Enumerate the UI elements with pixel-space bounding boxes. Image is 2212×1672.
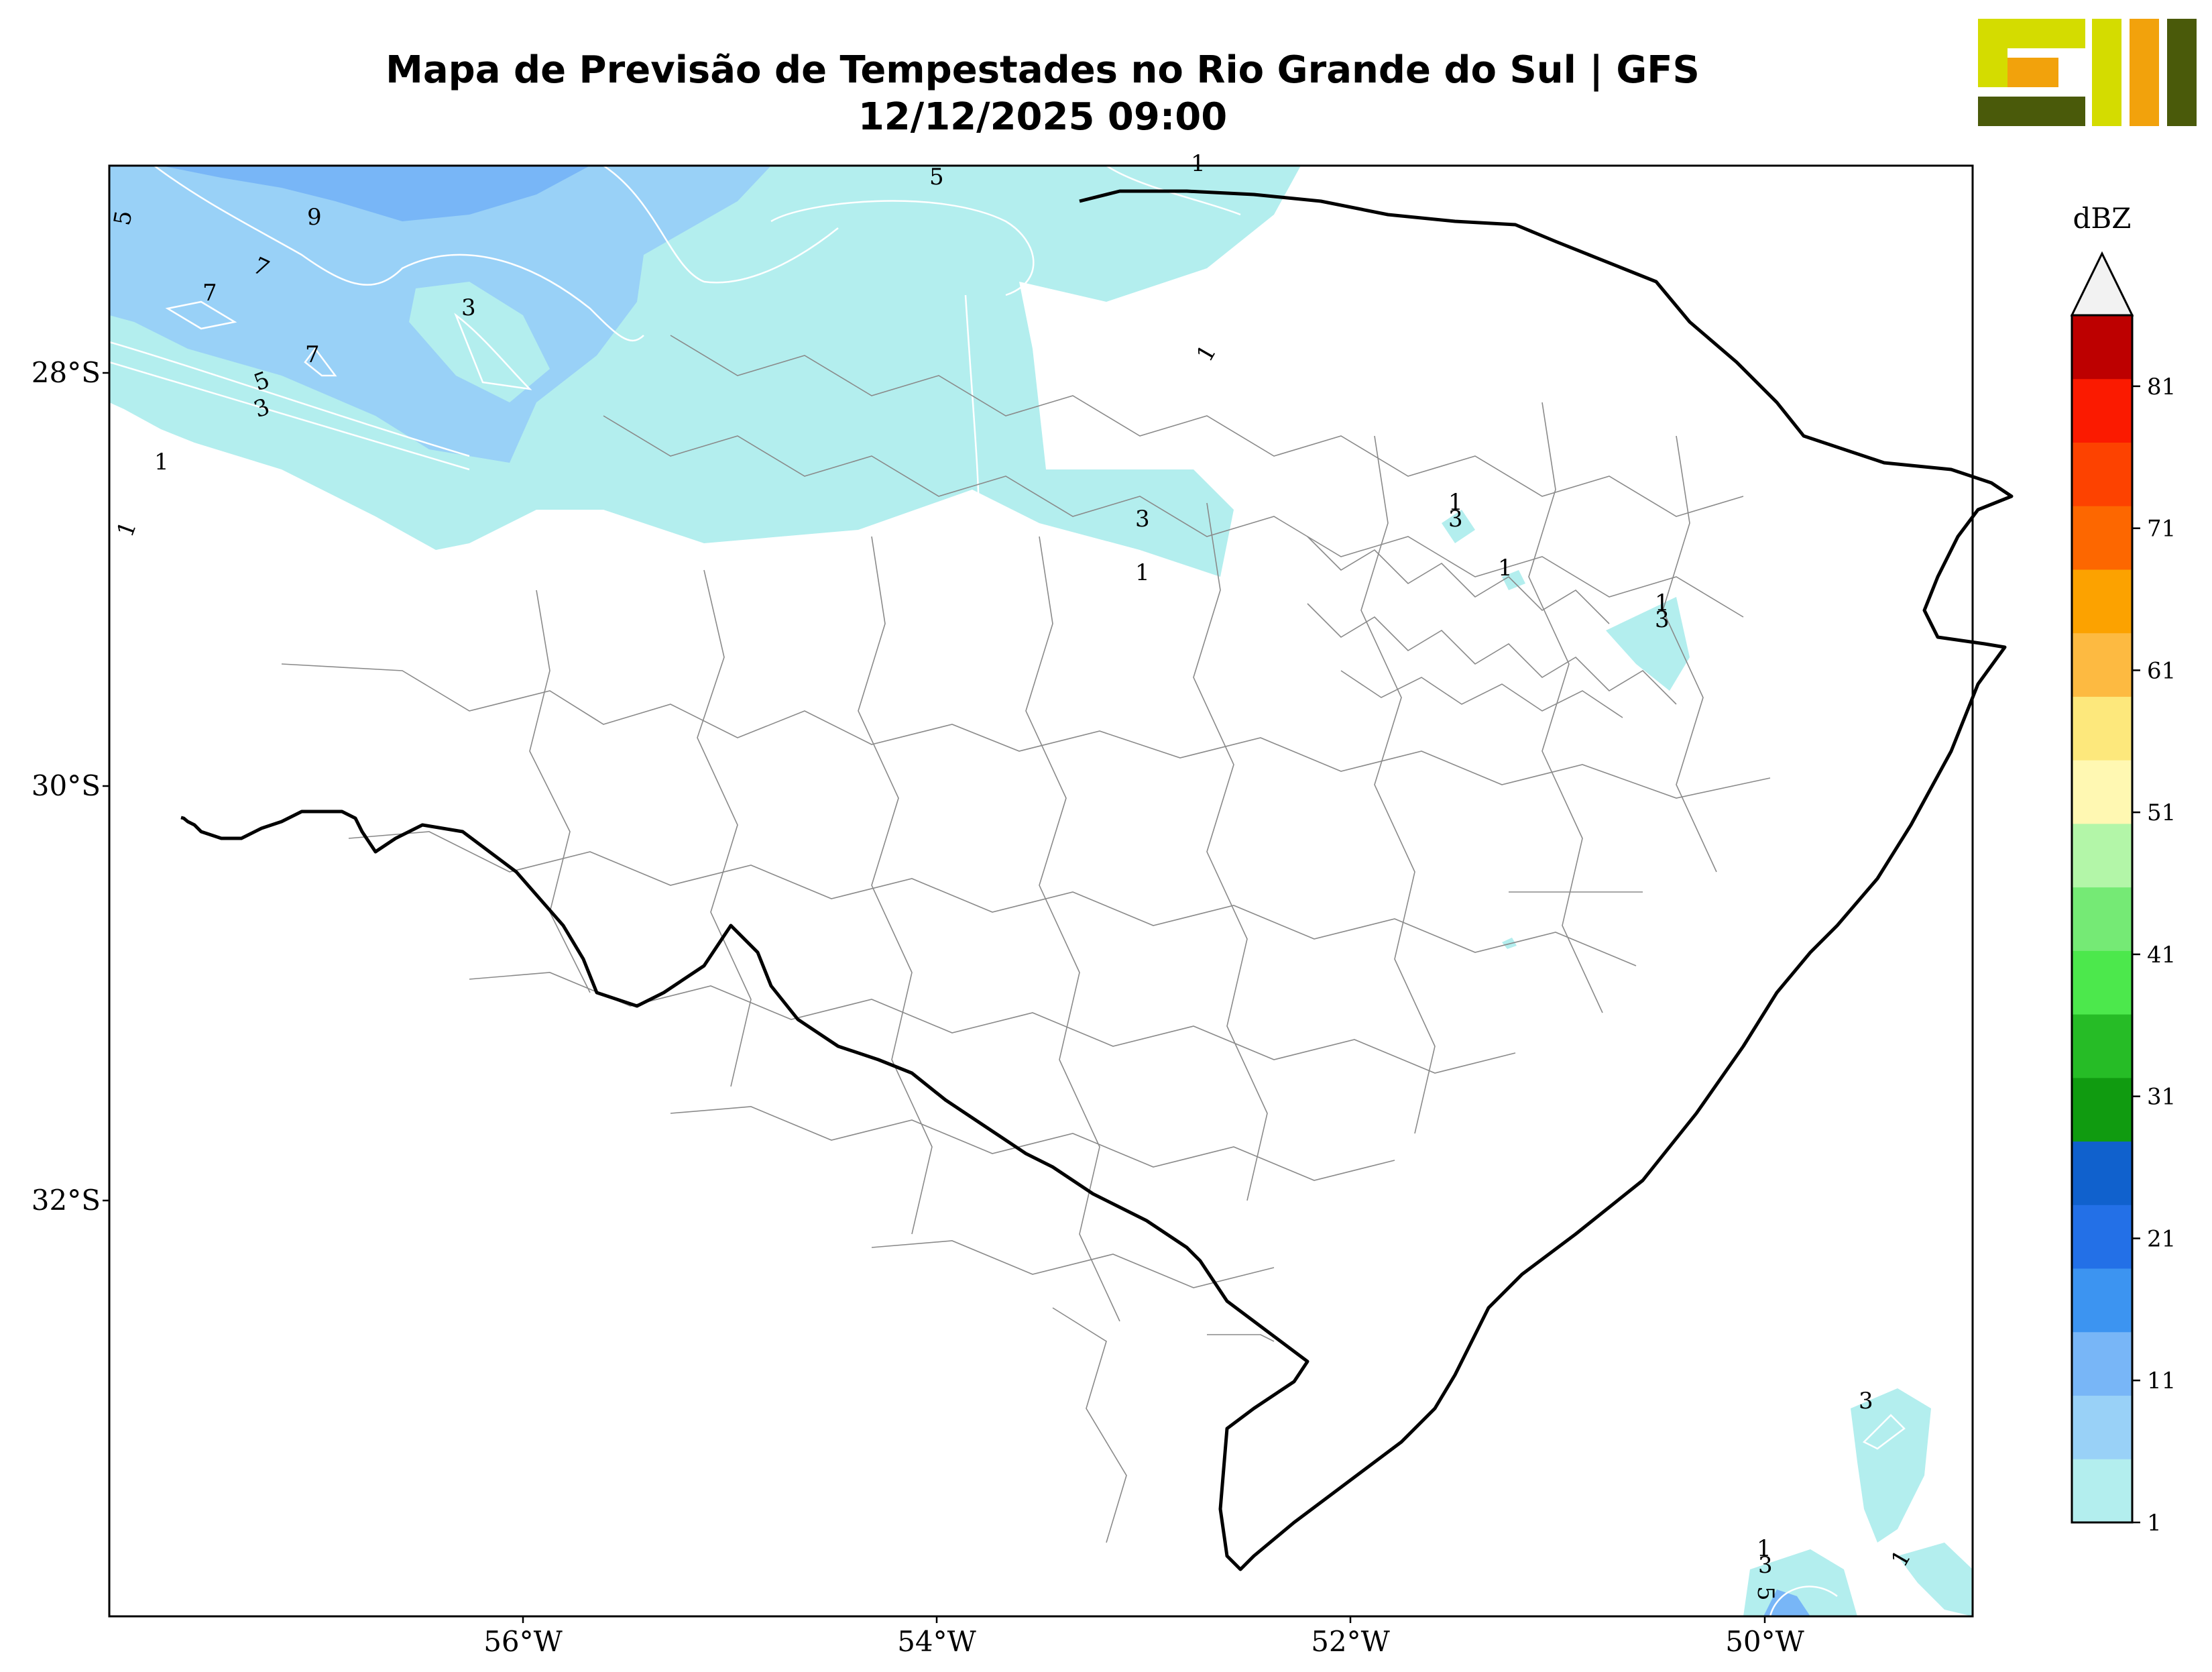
colorbar-segment bbox=[2072, 506, 2132, 570]
colorbar-tick-label: 1 bbox=[2147, 1510, 2162, 1537]
lon-tick-label: 54°W bbox=[897, 1625, 976, 1658]
colorbar-tick-label: 31 bbox=[2147, 1084, 2176, 1111]
colorbar-segment bbox=[2072, 378, 2132, 443]
colorbar-extend-triangle bbox=[2070, 251, 2134, 317]
colorbar-unit-label: dBZ bbox=[2073, 202, 2132, 235]
colorbar-segment bbox=[2072, 1077, 2132, 1142]
brand-logo bbox=[1978, 19, 2197, 126]
lat-axis: 28°S 30°S 32°S bbox=[32, 356, 109, 1217]
colorbar-tick-label: 11 bbox=[2147, 1368, 2176, 1394]
colorbar-segment bbox=[2072, 1141, 2132, 1205]
colorbar-segment bbox=[2072, 442, 2132, 506]
contour-label: 3 bbox=[1135, 506, 1150, 533]
colorbar-tick-label: 61 bbox=[2147, 657, 2176, 684]
colorbar-segment bbox=[2072, 315, 2132, 380]
colorbar-tick-label: 51 bbox=[2147, 799, 2176, 826]
lat-tick-label: 28°S bbox=[32, 356, 101, 389]
colorbar-segment bbox=[2072, 696, 2132, 761]
colorbar-tick-label: 71 bbox=[2147, 516, 2176, 543]
contour-labels: 5 9 7 7 3 7 5 3 1 1 5 1 3 1 1 3 1 1 3 3 … bbox=[109, 150, 1916, 1601]
lat-tick-label: 30°S bbox=[32, 769, 101, 802]
dbz-region-se1 bbox=[1851, 1388, 1931, 1543]
colorbar-tick-label: 81 bbox=[2147, 374, 2176, 400]
colorbar-segment bbox=[2072, 1395, 2132, 1459]
contour-label: 1 bbox=[1191, 340, 1222, 366]
contour-label: 1 bbox=[1191, 150, 1206, 177]
colorbar-segment bbox=[2072, 887, 2132, 951]
contour-label: 1 bbox=[154, 449, 169, 476]
contour-label: 1 bbox=[1448, 489, 1463, 516]
colorbar-segment bbox=[2072, 760, 2132, 824]
dbz-region-se2 bbox=[1898, 1543, 1973, 1616]
lon-tick-label: 56°W bbox=[483, 1625, 563, 1658]
lon-tick-label: 52°W bbox=[1311, 1625, 1390, 1658]
contour-label: 1 bbox=[1655, 590, 1670, 616]
colorbar-segment bbox=[2072, 1014, 2132, 1078]
contour-label: 1 bbox=[1135, 559, 1150, 586]
colorbar-segment bbox=[2072, 1268, 2132, 1333]
lon-tick-label: 50°W bbox=[1725, 1625, 1804, 1658]
contour-label: 3 bbox=[1758, 1552, 1773, 1579]
colorbar-segment bbox=[2072, 823, 2132, 888]
state-outline-rio-grande-do-sul bbox=[180, 189, 2014, 1571]
map-title: Mapa de Previsão de Tempestades no Rio G… bbox=[0, 47, 2085, 141]
contour-label: 1 bbox=[112, 518, 142, 541]
contour-label: 1 bbox=[1757, 1535, 1771, 1562]
colorbar-segment bbox=[2072, 1331, 2132, 1396]
colorbar-segment bbox=[2072, 1459, 2132, 1523]
lon-axis: 56°W 54°W 52°W 50°W bbox=[483, 1616, 1805, 1658]
dbz-patch-ne2 bbox=[1502, 570, 1525, 590]
dbz-patch-ne3 bbox=[1606, 597, 1690, 691]
municipal-boundaries bbox=[281, 335, 1771, 1543]
contour-label: 3 bbox=[1655, 606, 1670, 633]
lat-tick-label: 32°S bbox=[32, 1184, 101, 1217]
title-line-1: Mapa de Previsão de Tempestades no Rio G… bbox=[386, 48, 1700, 92]
contour-label: 5 bbox=[929, 164, 944, 190]
contour-lines bbox=[109, 166, 1906, 1616]
colorbar-segment bbox=[2072, 632, 2132, 697]
reflectivity-fill bbox=[109, 166, 1973, 1616]
contour-label: 3 bbox=[1859, 1388, 1873, 1414]
contour-label: 3 bbox=[1448, 506, 1463, 533]
colorbar-segment bbox=[2072, 950, 2132, 1015]
contour-label: 9 bbox=[307, 204, 322, 231]
dbz-patch-ne1 bbox=[1442, 510, 1475, 543]
contour-label: 1 bbox=[1498, 555, 1513, 581]
colorbar-segments bbox=[2072, 315, 2132, 1523]
contour-label: 7 bbox=[305, 341, 320, 368]
map-frame bbox=[108, 164, 1974, 1618]
dbz-region-se3-core bbox=[1763, 1590, 1810, 1616]
colorbar-tick-label: 21 bbox=[2147, 1225, 2176, 1252]
colorbar-segment bbox=[2072, 569, 2132, 634]
colorbar-tick-label: 41 bbox=[2147, 942, 2176, 968]
dbz-region-northwest-max bbox=[161, 166, 590, 221]
contour-label: 3 bbox=[461, 294, 476, 321]
colorbar-segment bbox=[2072, 1205, 2132, 1269]
contour-label: 7 bbox=[202, 280, 217, 306]
contour-label: 5 bbox=[1752, 1586, 1779, 1601]
title-line-2: 12/12/2025 09:00 bbox=[858, 95, 1228, 139]
